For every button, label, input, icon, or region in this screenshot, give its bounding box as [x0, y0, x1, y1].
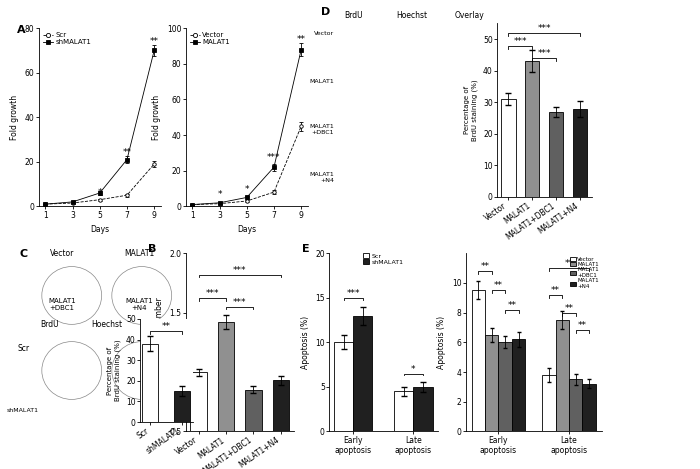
Y-axis label: Fold growth: Fold growth	[10, 95, 19, 140]
Bar	[573, 109, 587, 197]
Bar	[334, 342, 354, 431]
Text: **: **	[508, 301, 517, 310]
Legend: Vector, MALAT1, MALAT1
+DBC1, MALAT1
+N4: Vector, MALAT1, MALAT1 +DBC1, MALAT1 +N4	[570, 256, 599, 289]
Bar	[394, 391, 413, 431]
Text: MALAT1
+N4: MALAT1 +N4	[309, 173, 334, 183]
Text: Vector: Vector	[314, 30, 334, 36]
Y-axis label: Percentage of
BrdU staining (%): Percentage of BrdU staining (%)	[107, 340, 120, 401]
Bar	[174, 391, 190, 422]
Legend: Scr, shMALAT1: Scr, shMALAT1	[363, 253, 404, 265]
Text: Hoechst: Hoechst	[92, 320, 122, 329]
Text: **: **	[578, 321, 587, 331]
Bar	[485, 335, 498, 431]
Text: ***: ***	[514, 37, 527, 45]
Bar	[542, 375, 556, 431]
Text: **: **	[551, 286, 560, 295]
Text: Hoechst: Hoechst	[396, 11, 427, 20]
Text: *: *	[411, 364, 416, 373]
Text: C: C	[20, 249, 28, 258]
Bar	[272, 380, 289, 469]
Legend: Vector, MALAT1: Vector, MALAT1	[189, 31, 230, 45]
Text: ***: ***	[233, 265, 246, 275]
Bar	[512, 340, 525, 431]
X-axis label: Days: Days	[90, 225, 109, 234]
Bar	[413, 387, 433, 431]
Text: MALAT1: MALAT1	[309, 79, 334, 84]
Bar	[142, 344, 158, 422]
Bar	[556, 320, 569, 431]
Text: E: E	[302, 244, 309, 254]
Text: **: **	[297, 35, 306, 44]
Bar	[354, 316, 372, 431]
Text: ***: ***	[206, 289, 219, 298]
Text: MALAT1
+N4: MALAT1 +N4	[125, 298, 153, 311]
Text: D: D	[321, 7, 330, 17]
Text: *: *	[217, 190, 222, 199]
Text: Overlay: Overlay	[454, 11, 484, 20]
Text: shMALAT1: shMALAT1	[7, 408, 39, 413]
Bar	[501, 99, 516, 197]
Y-axis label: Apoptosis (%): Apoptosis (%)	[438, 316, 446, 369]
Y-axis label: Fold growth: Fold growth	[153, 95, 161, 140]
Bar	[549, 112, 564, 197]
Text: **: **	[481, 262, 489, 271]
Text: **: **	[122, 148, 132, 158]
Text: ***: ***	[538, 24, 551, 33]
Text: B: B	[148, 244, 156, 254]
Bar	[525, 61, 540, 197]
Text: BrdU: BrdU	[344, 11, 363, 20]
Text: MALAT1
+DBC1: MALAT1 +DBC1	[48, 298, 76, 311]
Text: ***: ***	[346, 289, 360, 298]
Text: A: A	[17, 24, 25, 35]
Text: Vector: Vector	[50, 249, 74, 257]
Text: MALAT1
+DBC1: MALAT1 +DBC1	[309, 124, 334, 135]
Y-axis label: Apoptosis (%): Apoptosis (%)	[301, 316, 309, 369]
Text: ***: ***	[267, 153, 281, 162]
Text: MALAT1: MALAT1	[124, 249, 154, 257]
Text: BrdU: BrdU	[40, 320, 59, 329]
Text: Scr: Scr	[17, 344, 29, 353]
Bar	[218, 322, 234, 469]
Legend: Scr, shMALAT1: Scr, shMALAT1	[42, 31, 92, 45]
Bar	[582, 384, 596, 431]
Bar	[245, 390, 262, 469]
Text: **: **	[564, 259, 573, 268]
X-axis label: Days: Days	[237, 225, 256, 234]
Text: ***: ***	[538, 49, 551, 58]
Text: ***: ***	[233, 298, 246, 307]
Bar	[569, 379, 582, 431]
Text: **: **	[494, 281, 503, 290]
Text: **: **	[564, 303, 573, 313]
Bar	[472, 290, 485, 431]
Bar	[190, 372, 207, 469]
Text: *: *	[244, 185, 249, 194]
Text: Overlay: Overlay	[150, 320, 179, 329]
Bar	[498, 342, 512, 431]
Text: **: **	[162, 322, 171, 331]
Text: *: *	[97, 189, 102, 197]
Y-axis label: Percentage of
BrdU staining (%): Percentage of BrdU staining (%)	[464, 79, 477, 141]
Y-axis label: Relative colony number: Relative colony number	[155, 297, 164, 388]
Text: **: **	[150, 37, 159, 46]
